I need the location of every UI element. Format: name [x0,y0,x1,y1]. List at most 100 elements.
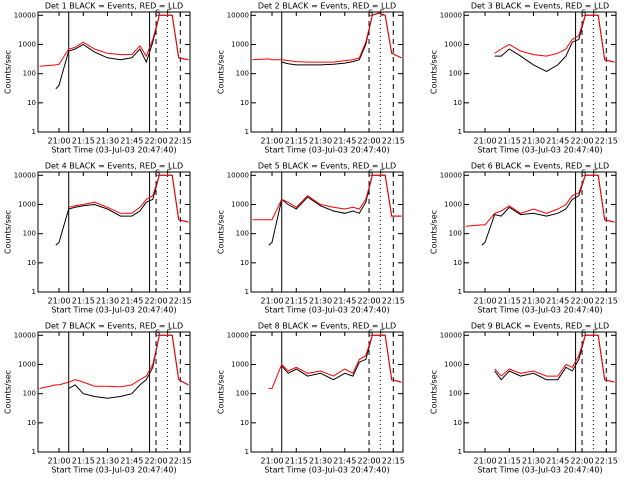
x-tick-label: 21:30 [522,457,545,466]
x-tick-label: 21:30 [309,137,332,146]
panel-title: Det 9 BLACK = Events, RED = LLD [471,322,609,331]
x-tick-label: 22:15 [382,457,405,466]
x-tick-label: 21:15 [285,457,308,466]
y-tick-label: 100 [23,390,36,398]
annotation: E [379,169,384,178]
x-tick-label: 21:15 [72,137,95,146]
series-line [39,334,189,389]
x-tick-label: 21:30 [96,457,119,466]
panel: Det 4 BLACK = Events, RED = LLD Start Tim… [4,162,192,315]
y-tick-label: 1000 [231,360,249,368]
x-tick-label: 21:45 [333,457,356,466]
plot-frame [463,331,617,453]
series-line [494,334,615,383]
x-tick-label: 21:00 [260,457,283,466]
y-tick-label: 1000 [444,200,462,208]
x-axis-label: Start Time (03-Jul-03 20:47:40) [264,146,389,155]
x-tick-label: 21:00 [260,297,283,306]
y-tick-label: 1 [245,128,249,136]
x-tick-label: 21:00 [47,137,70,146]
x-axis-label: Start Time (03-Jul-03 20:47:40) [477,466,602,475]
x-tick-label: 22:15 [169,457,192,466]
x-tick-label: 21:00 [47,297,70,306]
y-tick-label: 100 [449,390,462,398]
y-tick-label: 10000 [227,11,249,19]
panel: Det 8 BLACK = Events, RED = LLD Start Tim… [217,322,405,475]
annotation: S [581,169,586,178]
y-tick-label: 100 [23,230,36,238]
plot-frame [463,11,617,133]
y-tick-label: 1 [32,288,36,296]
x-tick-label: 21:00 [260,137,283,146]
annotation: E [592,169,597,178]
x-tick-label: 22:00 [145,297,168,306]
y-axis-label: Counts/sec [4,370,13,414]
x-tick-label: 21:30 [96,297,119,306]
y-axis-label: Counts/sec [217,370,226,414]
x-tick-label: 22:00 [571,137,594,146]
panel-title: Det 1 BLACK = Events, RED = LLD [45,2,183,11]
x-tick-label: 22:15 [382,297,405,306]
x-tick-label: 22:00 [571,297,594,306]
y-tick-label: 10000 [227,171,249,179]
y-tick-label: 10000 [440,171,462,179]
x-axis-label: Start Time (03-Jul-03 20:47:40) [51,146,176,155]
y-axis-label: Counts/sec [430,210,439,254]
annotation: E [592,9,597,18]
y-tick-label: 1000 [18,200,36,208]
x-axis-label: Start Time (03-Jul-03 20:47:40) [51,306,176,315]
x-tick-label: 21:00 [47,457,70,466]
panel: Det 5 BLACK = Events, RED = LLD Start Tim… [217,162,405,315]
panel-title: Det 8 BLACK = Events, RED = LLD [258,322,396,331]
plot-frame [463,171,617,293]
x-tick-label: 21:45 [333,137,356,146]
annotation: S [581,9,586,18]
plot-frame [37,11,191,133]
annotation: S [155,9,160,18]
annotation: S [155,169,160,178]
x-tick-label: 22:15 [595,457,618,466]
x-tick-label: 22:15 [169,297,192,306]
y-tick-label: 10000 [14,11,36,19]
x-tick-label: 22:00 [571,457,594,466]
x-tick-label: 22:15 [595,137,618,146]
x-tick-label: 21:15 [285,137,308,146]
x-tick-label: 22:15 [382,137,405,146]
panel: Det 6 BLACK = Events, RED = LLD Start Tim… [430,162,618,315]
panel: Det 7 BLACK = Events, RED = LLD Start Tim… [4,322,192,475]
y-tick-label: 1000 [444,360,462,368]
annotation: E [166,329,171,338]
y-tick-label: 10 [453,259,462,267]
y-tick-label: 1 [32,128,36,136]
annotation: S [368,329,373,338]
y-axis-label: Counts/sec [217,50,226,94]
series-line [268,334,402,389]
panel-title: Det 6 BLACK = Events, RED = LLD [471,162,609,171]
x-tick-label: 21:30 [522,297,545,306]
x-tick-label: 21:30 [309,297,332,306]
annotation: E [166,9,171,18]
x-tick-label: 22:15 [595,297,618,306]
x-tick-label: 21:15 [285,297,308,306]
y-tick-label: 10 [240,419,249,427]
y-tick-label: 10000 [14,331,36,339]
x-axis-label: Start Time (03-Jul-03 20:47:40) [51,466,176,475]
panel: Det 9 BLACK = Events, RED = LLD Start Tim… [430,322,618,475]
y-tick-label: 1000 [231,200,249,208]
x-tick-label: 21:45 [120,297,143,306]
x-tick-label: 21:45 [546,297,569,306]
y-tick-label: 10 [453,99,462,107]
y-tick-label: 10 [453,419,462,427]
x-tick-label: 21:15 [498,457,521,466]
y-tick-label: 10 [27,419,36,427]
series-line [252,174,402,221]
panel: Det 1 BLACK = Events, RED = LLD Start Tim… [4,2,192,155]
y-tick-label: 10 [240,259,249,267]
x-tick-label: 21:30 [522,137,545,146]
y-tick-label: 10 [27,259,36,267]
x-tick-label: 22:00 [358,457,381,466]
panel: Det 2 BLACK = Events, RED = LLD Start Tim… [217,2,405,155]
panel-title: Det 4 BLACK = Events, RED = LLD [45,162,183,171]
y-tick-label: 10000 [227,331,249,339]
plot-frame [37,171,191,293]
